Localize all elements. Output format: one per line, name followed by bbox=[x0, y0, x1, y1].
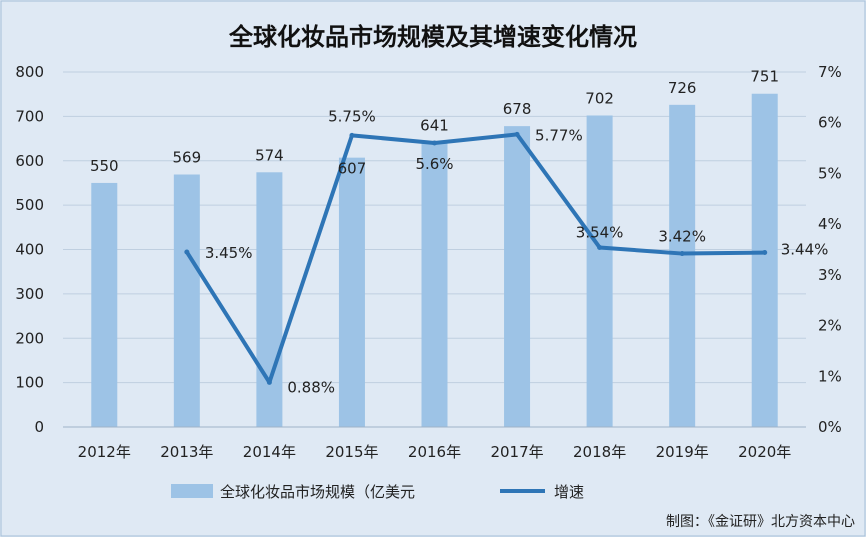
bar-value-label: 550 bbox=[90, 157, 119, 175]
y-right-tick-label: 5% bbox=[818, 164, 842, 182]
bar bbox=[91, 182, 118, 427]
y-left-tick-label: 800 bbox=[15, 63, 44, 81]
y-left-tick-label: 500 bbox=[15, 196, 44, 214]
chart-title: 全球化妆品市场规模及其增速变化情况 bbox=[228, 23, 637, 51]
bar bbox=[751, 93, 778, 428]
legend-bar-swatch bbox=[171, 484, 213, 498]
x-tick-label: 2015年 bbox=[325, 443, 378, 461]
bar bbox=[256, 172, 283, 427]
x-tick-label: 2013年 bbox=[160, 443, 213, 461]
growth-value-label: 5.75% bbox=[328, 107, 376, 125]
bar-value-label: 574 bbox=[255, 146, 284, 164]
bar-value-label: 641 bbox=[420, 117, 449, 135]
growth-point bbox=[762, 250, 768, 256]
bar bbox=[421, 142, 448, 427]
y-left-tick-label: 400 bbox=[15, 241, 44, 259]
bar bbox=[586, 115, 613, 428]
y-left-tick-label: 0 bbox=[34, 418, 44, 436]
bar-value-label: 751 bbox=[750, 68, 779, 86]
x-tick-label: 2016年 bbox=[408, 443, 461, 461]
growth-value-label: 3.44% bbox=[781, 241, 829, 259]
x-tick-label: 2012年 bbox=[78, 443, 131, 461]
y-left-tick-label: 600 bbox=[15, 152, 44, 170]
bar-value-label: 678 bbox=[503, 100, 532, 118]
growth-value-label: 5.6% bbox=[415, 155, 453, 173]
source-note: 制图：《金证研》北方资本中心 bbox=[666, 514, 855, 530]
growth-value-label: 3.54% bbox=[576, 223, 624, 241]
bar-value-label: 607 bbox=[338, 160, 367, 178]
x-tick-label: 2019年 bbox=[656, 443, 709, 461]
y-right-tick-label: 0% bbox=[818, 418, 842, 436]
legend: 全球化妆品市场规模（亿美元 增速 bbox=[171, 483, 584, 501]
line-series bbox=[184, 131, 768, 385]
growth-value-label: 5.77% bbox=[535, 126, 583, 144]
bar-value-label: 726 bbox=[668, 79, 697, 97]
bar bbox=[338, 157, 365, 428]
bar bbox=[669, 104, 696, 428]
y-right-tick-label: 3% bbox=[818, 266, 842, 284]
bar-series bbox=[91, 93, 778, 428]
y-left-tick-label: 200 bbox=[15, 329, 44, 347]
y-right-tick-label: 7% bbox=[818, 63, 842, 81]
x-tick-label: 2020年 bbox=[738, 443, 791, 461]
legend-bar-label: 全球化妆品市场规模（亿美元 bbox=[220, 483, 415, 501]
growth-point bbox=[266, 379, 272, 385]
y-left-tick-label: 700 bbox=[15, 107, 44, 125]
axes: 0 100 200 300 400 500 600 700 800 0% 1% 2% 3% 4% 5% 6% 7… bbox=[15, 63, 841, 461]
growth-line bbox=[184, 132, 767, 385]
growth-value-label: 0.88% bbox=[287, 378, 335, 396]
y-left-tick-label: 100 bbox=[15, 374, 44, 392]
growth-point bbox=[597, 244, 603, 250]
bar-value-label: 569 bbox=[173, 149, 202, 167]
growth-point bbox=[349, 132, 355, 138]
bar bbox=[504, 126, 531, 427]
y-right-tick-label: 1% bbox=[818, 367, 842, 385]
y-right-tick-label: 4% bbox=[818, 215, 842, 233]
legend-line-label: 增速 bbox=[554, 483, 584, 501]
bar-value-label: 702 bbox=[585, 89, 614, 107]
x-tick-label: 2018年 bbox=[573, 443, 626, 461]
growth-point bbox=[184, 249, 190, 255]
y-left-tick-label: 300 bbox=[15, 285, 44, 303]
y-right-tick-label: 6% bbox=[818, 114, 842, 132]
growth-point bbox=[432, 140, 437, 146]
growth-point bbox=[514, 131, 520, 137]
data-labels: 550 569 574 607 641 678 702 726 751 3.45% 0.88% 5.7… bbox=[90, 68, 828, 397]
bar bbox=[173, 174, 200, 427]
growth-point bbox=[679, 251, 685, 257]
x-tick-label: 2017年 bbox=[490, 443, 543, 461]
y-right-tick-label: 2% bbox=[818, 317, 842, 335]
growth-value-label: 3.42% bbox=[658, 228, 706, 246]
x-tick-label: 2014年 bbox=[243, 443, 296, 461]
growth-value-label: 3.45% bbox=[205, 244, 253, 262]
